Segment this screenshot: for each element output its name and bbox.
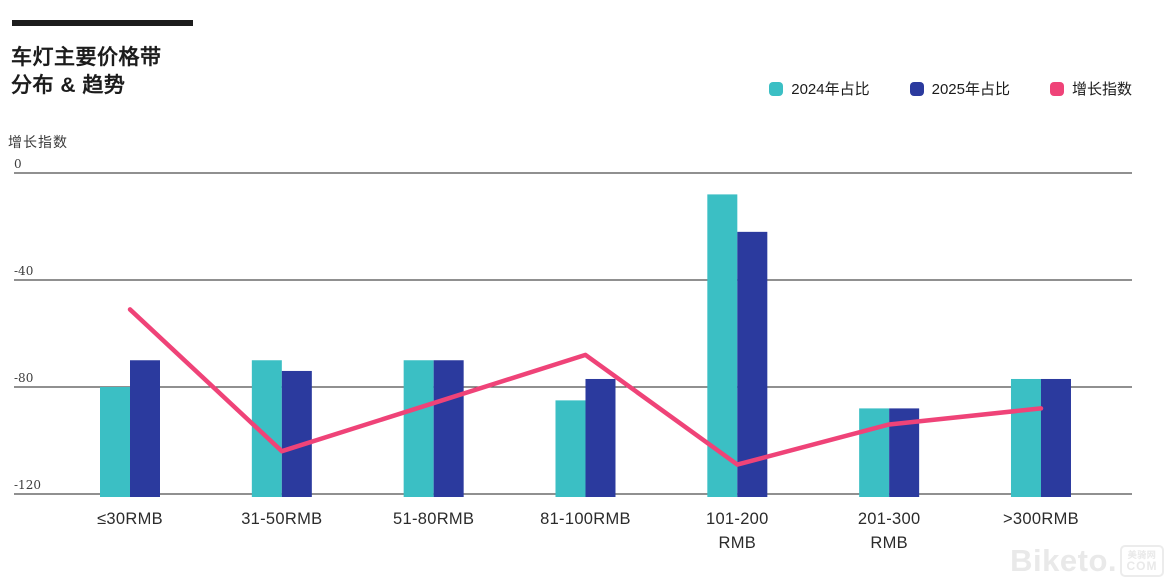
x-axis-label: >300RMB — [1003, 510, 1079, 528]
bar-2025年占比 — [130, 360, 160, 497]
bar-2024年占比 — [403, 360, 434, 497]
title-accent-rule — [12, 20, 193, 26]
x-axis-label: 101-200 RMB — [706, 510, 769, 552]
bar-2024年占比 — [555, 400, 586, 497]
bar-2024年占比 — [1010, 378, 1041, 497]
legend-swatch-growth-icon — [1049, 81, 1064, 96]
bar-2024年占比 — [100, 387, 130, 497]
legend-label-growth: 增长指数 — [1071, 81, 1132, 98]
watermark-badge-top: 美骑网 — [1127, 549, 1157, 560]
watermark-badge-bottom: COM — [1126, 558, 1158, 573]
legend-swatch-2024-icon — [769, 81, 784, 96]
y-axis-tick-label: -40 — [14, 264, 33, 278]
watermark-badge: 美骑网 COM — [1120, 545, 1164, 577]
x-axis-label: ≤30RMB — [97, 510, 163, 528]
legend-item-growth-index: 增长指数 — [1049, 78, 1132, 99]
bar-2025年占比 — [433, 360, 464, 497]
legend-item-2024: 2024年占比 — [769, 78, 870, 99]
legend-swatch-2025-icon — [909, 81, 924, 96]
chart-title: 车灯主要价格带 分布 & 趋势 — [11, 44, 162, 100]
bar-2025年占比 — [1040, 378, 1071, 497]
x-axis-label: 81-100RMB — [540, 510, 631, 528]
legend-item-2025: 2025年占比 — [909, 78, 1010, 99]
legend: 2024年占比 2025年占比 增长指数 — [769, 78, 1132, 99]
watermark: Biketo. 美骑网 COM — [1010, 543, 1164, 579]
y-axis-tick-label: -80 — [14, 371, 33, 385]
watermark-brand: Biketo. — [1010, 543, 1117, 578]
bar-2025年占比 — [737, 231, 768, 497]
x-axis-label: 31-50RMB — [241, 510, 322, 528]
bar-2024年占比 — [859, 408, 890, 497]
bar-2025年占比 — [281, 370, 312, 497]
legend-label-2024: 2024年占比 — [791, 81, 870, 98]
chart-title-line1: 车灯主要价格带 — [11, 46, 162, 69]
trend-line — [127, 307, 1044, 467]
y-axis-tick-label: 0 — [14, 157, 22, 171]
y-axis-title: 增长指数 — [8, 134, 68, 150]
x-axis-label: 201-300 RMB — [858, 510, 921, 552]
x-axis-label: 51-80RMB — [393, 510, 474, 528]
chart-title-line2: 分布 & 趋势 — [11, 74, 126, 97]
y-axis-tick-label: -120 — [14, 478, 41, 492]
bar-2025年占比 — [585, 378, 616, 497]
legend-label-2025: 2025年占比 — [931, 81, 1010, 98]
